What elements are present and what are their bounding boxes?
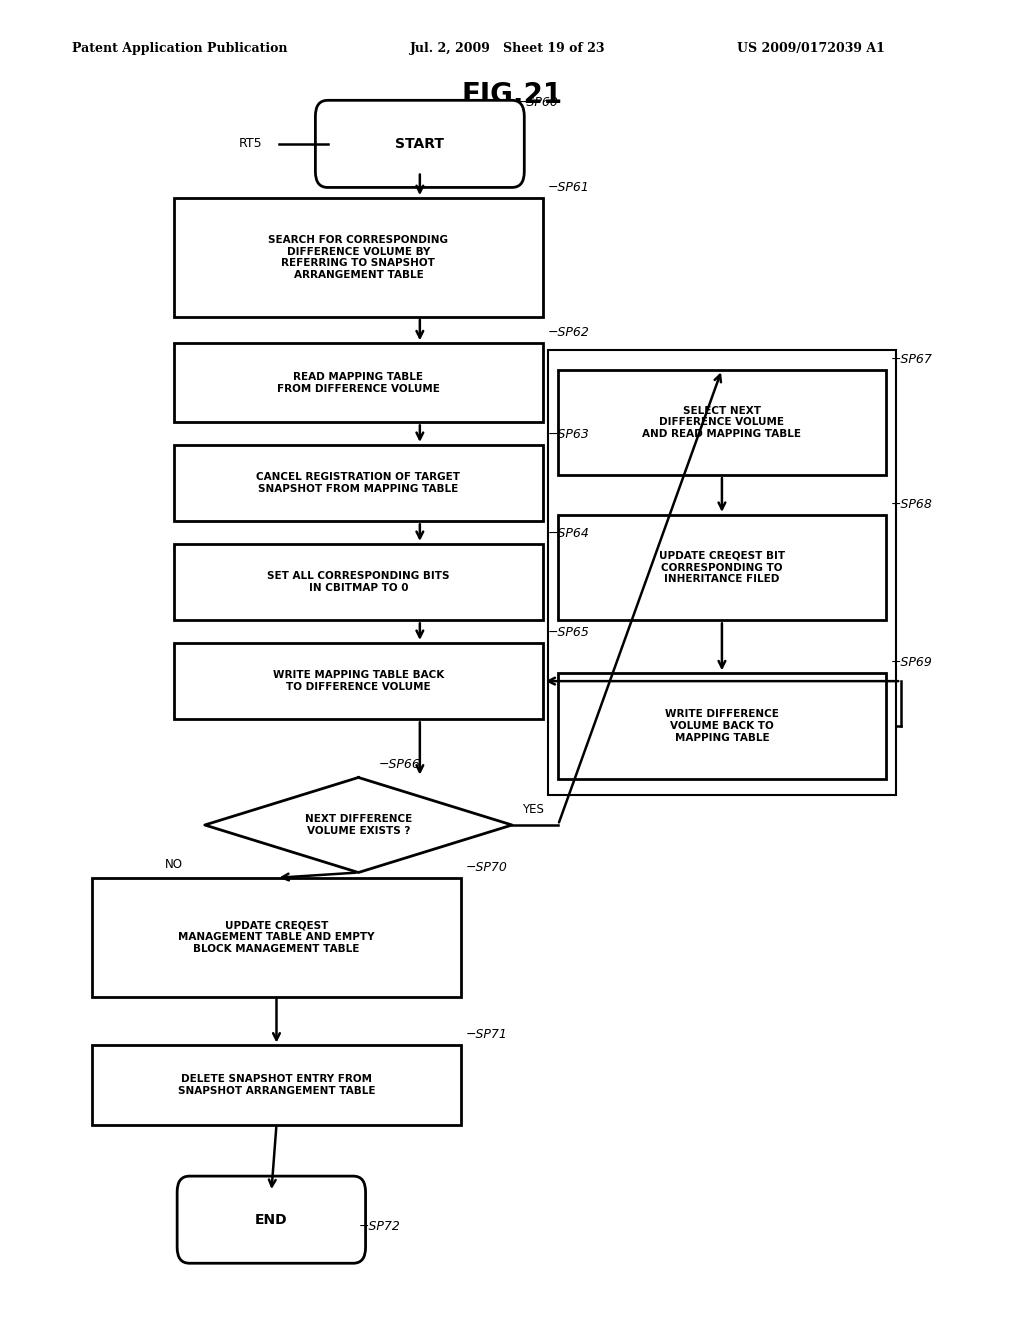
Text: READ MAPPING TABLE
FROM DIFFERENCE VOLUME: READ MAPPING TABLE FROM DIFFERENCE VOLUM…: [276, 372, 440, 393]
Text: −SP71: −SP71: [466, 1028, 508, 1041]
Bar: [174, 643, 543, 719]
FancyBboxPatch shape: [177, 1176, 366, 1263]
Text: NEXT DIFFERENCE
VOLUME EXISTS ?: NEXT DIFFERENCE VOLUME EXISTS ?: [305, 814, 412, 836]
Text: FIG.21: FIG.21: [462, 81, 562, 110]
Text: WRITE MAPPING TABLE BACK
TO DIFFERENCE VOLUME: WRITE MAPPING TABLE BACK TO DIFFERENCE V…: [272, 671, 444, 692]
Text: SET ALL CORRESPONDING BITS
IN CBITMAP TO 0: SET ALL CORRESPONDING BITS IN CBITMAP TO…: [267, 572, 450, 593]
Text: Patent Application Publication: Patent Application Publication: [72, 42, 287, 55]
Text: −SP64: −SP64: [548, 527, 590, 540]
Text: −SP62: −SP62: [548, 326, 590, 339]
Text: UPDATE CREQEST
MANAGEMENT TABLE AND EMPTY
BLOCK MANAGEMENT TABLE: UPDATE CREQEST MANAGEMENT TABLE AND EMPT…: [178, 920, 375, 954]
Text: NO: NO: [165, 858, 183, 871]
Bar: [558, 370, 886, 475]
Text: UPDATE CREQEST BIT
CORRESPONDING TO
INHERITANCE FILED: UPDATE CREQEST BIT CORRESPONDING TO INHE…: [658, 550, 785, 585]
Text: −SP66: −SP66: [379, 758, 421, 771]
Text: −SP60: −SP60: [517, 96, 559, 110]
Bar: [92, 1045, 461, 1125]
Text: YES: YES: [521, 803, 544, 816]
Text: US 2009/0172039 A1: US 2009/0172039 A1: [737, 42, 885, 55]
Bar: [558, 515, 886, 620]
Text: CANCEL REGISTRATION OF TARGET
SNAPSHOT FROM MAPPING TABLE: CANCEL REGISTRATION OF TARGET SNAPSHOT F…: [256, 473, 461, 494]
Text: Jul. 2, 2009   Sheet 19 of 23: Jul. 2, 2009 Sheet 19 of 23: [410, 42, 605, 55]
Text: −SP61: −SP61: [548, 181, 590, 194]
Text: −SP68: −SP68: [891, 498, 933, 511]
Bar: [558, 673, 886, 779]
Bar: [174, 343, 543, 422]
Text: −SP65: −SP65: [548, 626, 590, 639]
Text: END: END: [255, 1213, 288, 1226]
Text: −SP63: −SP63: [548, 428, 590, 441]
Text: DELETE SNAPSHOT ENTRY FROM
SNAPSHOT ARRANGEMENT TABLE: DELETE SNAPSHOT ENTRY FROM SNAPSHOT ARRA…: [178, 1074, 375, 1096]
FancyBboxPatch shape: [315, 100, 524, 187]
Text: WRITE DIFFERENCE
VOLUME BACK TO
MAPPING TABLE: WRITE DIFFERENCE VOLUME BACK TO MAPPING …: [665, 709, 779, 743]
Text: SELECT NEXT
DIFFERENCE VOLUME
AND READ MAPPING TABLE: SELECT NEXT DIFFERENCE VOLUME AND READ M…: [642, 405, 802, 440]
Text: START: START: [395, 137, 444, 150]
Text: −SP69: −SP69: [891, 656, 933, 669]
Bar: [174, 544, 543, 620]
Text: −SP72: −SP72: [358, 1220, 400, 1233]
Bar: [174, 445, 543, 521]
Text: −SP67: −SP67: [891, 352, 933, 366]
Text: −SP70: −SP70: [466, 861, 508, 874]
Text: SEARCH FOR CORRESPONDING
DIFFERENCE VOLUME BY
REFERRING TO SNAPSHOT
ARRANGEMENT : SEARCH FOR CORRESPONDING DIFFERENCE VOLU…: [268, 235, 449, 280]
Bar: [92, 878, 461, 997]
Text: RT5: RT5: [239, 137, 263, 150]
Bar: [174, 198, 543, 317]
Bar: [548, 350, 896, 795]
